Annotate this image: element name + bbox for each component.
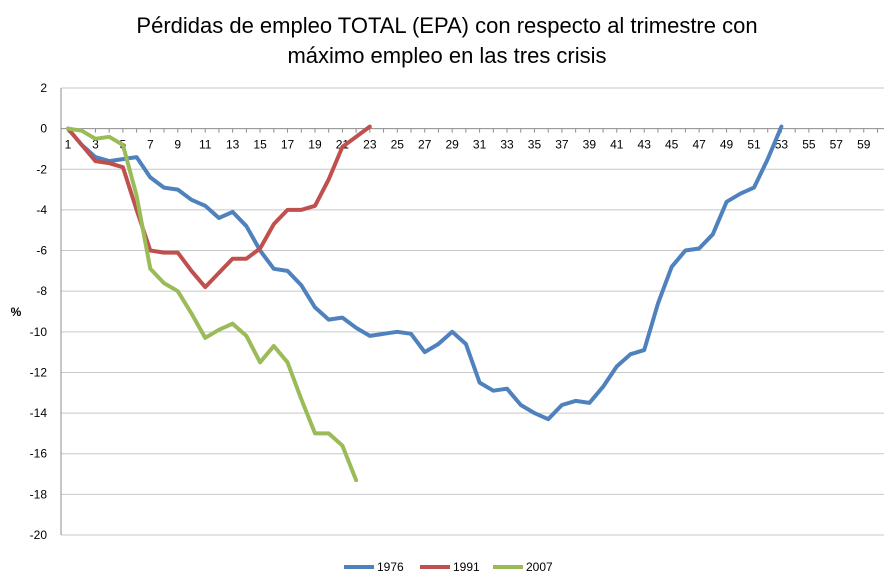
y-tick-label: -16 — [30, 447, 48, 461]
chart-title: Pérdidas de empleo TOTAL (EPA) con respe… — [136, 13, 757, 68]
x-tick-label: 47 — [692, 138, 706, 152]
chart-title-line-1: Pérdidas de empleo TOTAL (EPA) con respe… — [136, 13, 757, 38]
x-axis-tick-labels: 1 3 5 7 9 11 13 15 17 19 21 23 25 27 29 31 33 35 37 39 41 43 4… — [65, 138, 871, 152]
y-tick-label: -8 — [36, 284, 47, 298]
y-tick-label: -14 — [30, 406, 48, 420]
legend-label-2007: 2007 — [526, 560, 553, 574]
legend: 1976 1991 2007 — [344, 560, 553, 574]
series-line-1976 — [66, 124, 784, 422]
x-tick-label: 23 — [363, 138, 377, 152]
data-series — [66, 124, 784, 483]
x-tick-label: 25 — [391, 138, 405, 152]
legend-label-1991: 1991 — [453, 560, 480, 574]
x-tick-label: 19 — [308, 138, 322, 152]
x-tick-label: 55 — [802, 138, 816, 152]
x-tick-label: 49 — [720, 138, 734, 152]
y-tick-label: 2 — [40, 81, 47, 95]
y-axis-label: % — [11, 305, 22, 319]
x-tick-label: 35 — [528, 138, 542, 152]
x-tick-label: 3 — [92, 138, 99, 152]
axes — [60, 88, 884, 535]
gridlines — [61, 87, 884, 536]
series-line-1991 — [66, 124, 372, 290]
y-tick-label: 0 — [40, 122, 47, 136]
x-tick-label: 15 — [253, 138, 267, 152]
x-tick-label: 43 — [638, 138, 652, 152]
y-tick-label: -18 — [30, 487, 48, 501]
x-tick-label: 37 — [555, 138, 569, 152]
x-tick-label: 41 — [610, 138, 624, 152]
x-tick-label: 13 — [226, 138, 240, 152]
x-tick-label: 27 — [418, 138, 432, 152]
y-tick-label: -20 — [30, 528, 48, 542]
y-tick-label: -4 — [36, 203, 47, 217]
y-tick-label: -10 — [30, 325, 48, 339]
y-axis-tick-labels: 2 0 -2 -4 -6 -8 -10 -12 -14 -16 -18 -20 — [30, 81, 48, 542]
x-tick-label: 59 — [857, 138, 871, 152]
chart-title-line-2: máximo empleo en las tres crisis — [287, 43, 606, 68]
x-tick-label: 1 — [65, 138, 72, 152]
y-tick-label: -2 — [36, 162, 47, 176]
x-tick-label: 33 — [500, 138, 514, 152]
legend-label-1976: 1976 — [377, 560, 404, 574]
x-tick-label: 11 — [199, 138, 212, 152]
x-tick-label: 9 — [174, 138, 181, 152]
x-tick-label: 7 — [147, 138, 154, 152]
x-tick-label: 31 — [473, 138, 487, 152]
y-tick-label: -12 — [30, 365, 48, 379]
x-tick-label: 51 — [747, 138, 761, 152]
series-line-2007 — [66, 126, 359, 483]
x-tick-label: 29 — [445, 138, 459, 152]
x-tick-label: 57 — [830, 138, 844, 152]
x-tick-label: 45 — [665, 138, 679, 152]
y-tick-label: -6 — [36, 244, 47, 258]
x-tick-label: 39 — [583, 138, 597, 152]
x-tick-label: 53 — [775, 138, 789, 152]
x-tick-label: 17 — [281, 138, 295, 152]
